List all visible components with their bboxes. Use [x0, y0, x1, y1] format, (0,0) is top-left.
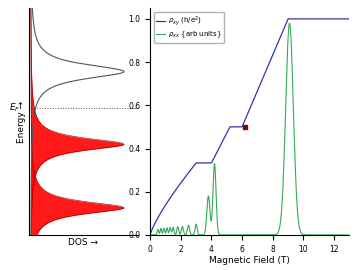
$\rho_{xx}$ {arb units} [275, 232, 279, 235]
$\rho_{xx}$ {arb units} [238, 233, 242, 237]
Legend: $\rho_{xy}$ (h/e$^2$), $\rho_{xx}$ {arb units}: $\rho_{xy}$ (h/e$^2$), $\rho_{xx}$ {arb … [154, 12, 224, 43]
Text: $E_F$: $E_F$ [9, 102, 20, 114]
$\rho_{xy}$ (h/e$^2$) [148, 233, 152, 237]
$\rho_{xy}$ (h/e$^2$) [275, 43, 279, 46]
$\rho_{xy}$ (h/e$^2$) [286, 17, 290, 21]
$\rho_{xy}$ (h/e$^2$) [347, 17, 351, 21]
Line: $\rho_{xy}$ (h/e$^2$): $\rho_{xy}$ (h/e$^2$) [150, 19, 349, 235]
Y-axis label: Energy →: Energy → [17, 100, 26, 143]
$\rho_{xx}$ {arb units} [327, 233, 331, 237]
$\rho_{xx}$ {arb units} [321, 233, 325, 237]
$\rho_{xx}$ {arb units} [347, 233, 351, 237]
$\rho_{xy}$ (h/e$^2$) [347, 17, 351, 21]
$\rho_{xx}$ {arb units} [344, 233, 348, 237]
$\rho_{xy}$ (h/e$^2$) [238, 125, 242, 129]
$\rho_{xy}$ (h/e$^2$) [327, 17, 331, 21]
Line: $\rho_{xx}$ {arb units}: $\rho_{xx}$ {arb units} [150, 23, 349, 235]
$\rho_{xy}$ (h/e$^2$) [321, 17, 325, 21]
X-axis label: Magnetic Field (T): Magnetic Field (T) [209, 256, 290, 265]
X-axis label: DOS →: DOS → [68, 238, 98, 247]
$\rho_{xx}$ {arb units} [347, 233, 351, 237]
$\rho_{xy}$ (h/e$^2$) [344, 17, 348, 21]
$\rho_{xx}$ {arb units} [287, 22, 292, 25]
$\rho_{xx}$ {arb units} [148, 233, 152, 237]
